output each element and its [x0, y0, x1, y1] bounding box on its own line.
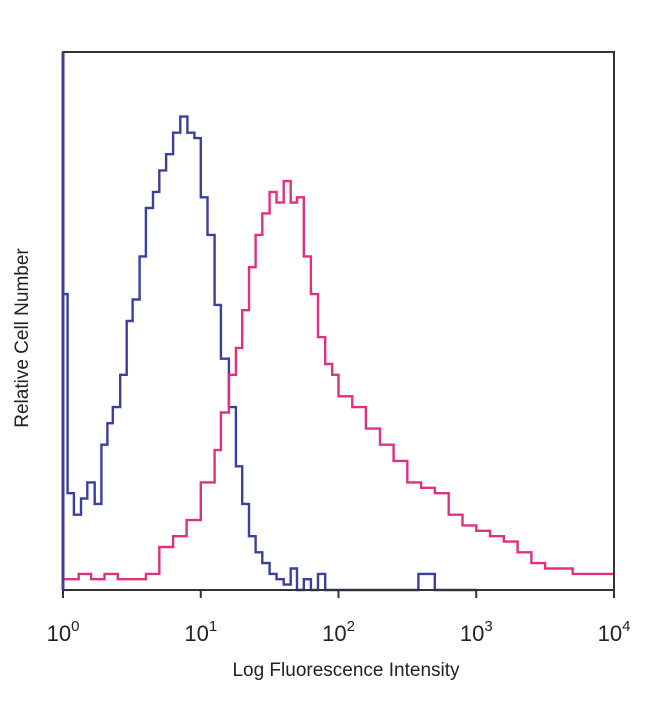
plot-area — [63, 115, 614, 592]
x-tick-label: 103 — [460, 618, 493, 646]
x-tick-label: 101 — [184, 618, 217, 646]
x-tick-label: 102 — [322, 618, 355, 646]
x-tick-label: 100 — [47, 618, 80, 646]
histogram-series-2 — [63, 179, 614, 581]
x-tick-label: 104 — [598, 618, 631, 646]
x-axis-label: Log Fluorescence Intensity — [232, 660, 460, 681]
histogram-series-1 — [63, 115, 477, 592]
plot-frame — [62, 51, 615, 591]
y-axis-label: Relative Cell Number — [12, 248, 33, 428]
x-axis-ticks: 100 101 102 103 104 — [47, 590, 631, 646]
